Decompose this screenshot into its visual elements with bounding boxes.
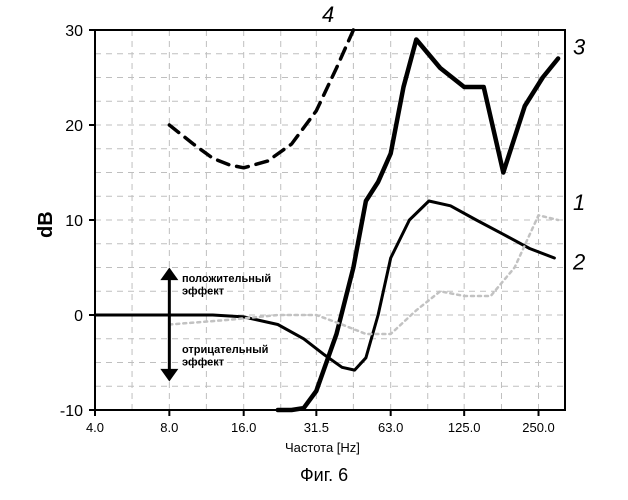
x-tick-label: 250.0 xyxy=(522,420,555,435)
x-tick-label: 4.0 xyxy=(86,420,104,435)
annotation-positive-effect: положительныйэффект xyxy=(182,273,271,298)
chart-svg: -10 0 10 20 30 4.0 8.0 16.0 31.5 63.0 125.0 250.0 1 2… xyxy=(0,0,628,500)
series-curve3 xyxy=(278,40,558,411)
y-tick-label: 30 xyxy=(65,23,83,40)
y-tick-label: 0 xyxy=(74,308,83,325)
x-tick-label: 16.0 xyxy=(231,420,256,435)
x-axis-title: Частота [Hz] xyxy=(285,440,360,455)
y-tick-label: 20 xyxy=(65,118,83,135)
figure-caption: Фиг. 6 xyxy=(300,465,348,486)
annotation-negative-effect: отрицательныйэффект xyxy=(182,344,268,369)
y-tick-label: -10 xyxy=(60,403,83,420)
series-label-4: 4 xyxy=(322,2,334,27)
y-axis-title: dB xyxy=(35,211,58,238)
series-curve4 xyxy=(169,30,353,168)
series-curve1 xyxy=(95,201,554,370)
series-label-3: 3 xyxy=(573,35,586,60)
x-tick-label: 31.5 xyxy=(304,420,329,435)
series-label-1: 1 xyxy=(573,190,585,215)
series-label-2: 2 xyxy=(572,250,585,275)
figure-container: { "figure": { "width_px": 628, "height_p… xyxy=(0,0,628,500)
x-tick-label: 125.0 xyxy=(448,420,481,435)
x-tick-label: 63.0 xyxy=(378,420,403,435)
y-tick-label: 10 xyxy=(65,213,83,230)
x-tick-label: 8.0 xyxy=(160,420,178,435)
